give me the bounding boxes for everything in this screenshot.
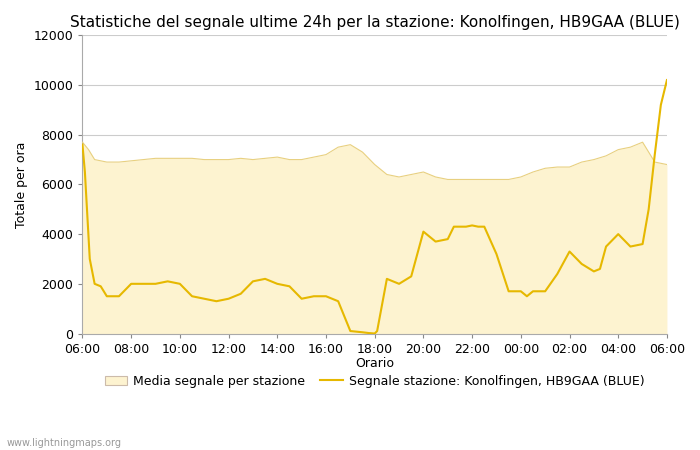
Title: Statistiche del segnale ultime 24h per la stazione: Konolfingen, HB9GAA (BLUE): Statistiche del segnale ultime 24h per l… xyxy=(70,15,680,30)
X-axis label: Orario: Orario xyxy=(355,357,394,370)
Y-axis label: Totale per ora: Totale per ora xyxy=(15,141,28,228)
Legend: Media segnale per stazione, Segnale stazione: Konolfingen, HB9GAA (BLUE): Media segnale per stazione, Segnale staz… xyxy=(99,370,650,393)
Text: www.lightningmaps.org: www.lightningmaps.org xyxy=(7,438,122,448)
